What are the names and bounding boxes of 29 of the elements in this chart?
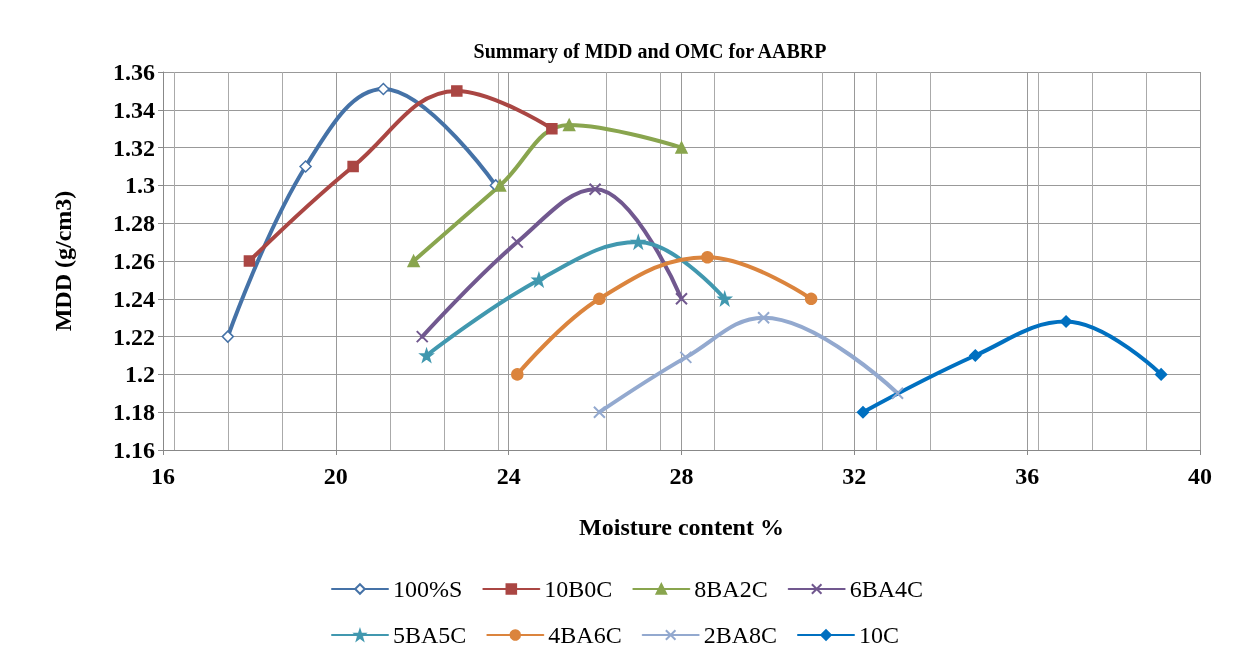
y-tick-label: 1.2 xyxy=(125,361,155,388)
legend-label: 100%S xyxy=(392,576,463,602)
x-tick-label: 16 xyxy=(151,463,175,489)
legend-label: 2BA8C xyxy=(703,622,778,648)
y-tick-label: 1.28 xyxy=(113,210,155,237)
y-axis-title: MDD (g/cm3) xyxy=(50,190,76,332)
legend-label: 10B0C xyxy=(544,576,613,602)
chart-title: Summary of MDD and OMC for AABRP xyxy=(473,40,827,63)
legend-label: 5BA5C xyxy=(392,622,467,648)
y-tick-label: 1.16 xyxy=(113,437,155,463)
x-tick-label: 36 xyxy=(1015,463,1040,489)
y-tick-label: 1.26 xyxy=(113,248,155,274)
y-tick-label: 1.32 xyxy=(113,134,155,161)
y-tick-label: 1.36 xyxy=(113,59,155,85)
y-tick-label: 1.34 xyxy=(113,96,155,123)
legend-label: 6BA4C xyxy=(849,576,924,602)
x-tick-label: 24 xyxy=(496,463,521,489)
x-tick-label: 28 xyxy=(669,463,694,489)
x-tick-label: 32 xyxy=(842,463,867,489)
y-tick-label: 1.24 xyxy=(113,285,155,312)
y-tick-label: 1.3 xyxy=(125,172,155,199)
legend-label: 4BA6C xyxy=(548,622,622,648)
x-axis-title: Moisture content % xyxy=(579,514,784,540)
y-tick-label: 1.18 xyxy=(113,399,155,426)
y-tick-label: 1.22 xyxy=(113,323,155,350)
legend-label: 10C xyxy=(859,622,900,648)
x-tick-label: 40 xyxy=(1188,463,1212,489)
x-tick-label: 20 xyxy=(323,463,348,489)
legend-label: 8BA2C xyxy=(694,576,768,602)
